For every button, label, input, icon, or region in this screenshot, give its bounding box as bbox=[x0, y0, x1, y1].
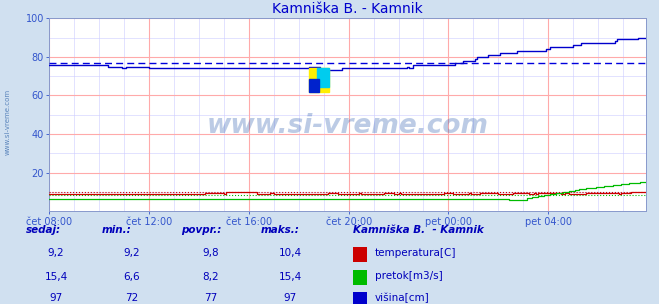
Bar bbox=[353, 270, 367, 285]
Title: Kamniška B. - Kamnik: Kamniška B. - Kamnik bbox=[272, 2, 423, 16]
Text: pretok[m3/s]: pretok[m3/s] bbox=[375, 271, 443, 281]
Text: sedaj:: sedaj: bbox=[26, 225, 61, 235]
Bar bbox=[309, 79, 320, 92]
Bar bbox=[353, 292, 367, 304]
Text: 8,2: 8,2 bbox=[202, 272, 219, 282]
Text: www.si-vreme.com: www.si-vreme.com bbox=[207, 113, 488, 139]
Text: 9,2: 9,2 bbox=[47, 248, 65, 258]
Text: 97: 97 bbox=[49, 293, 63, 303]
Bar bbox=[309, 68, 329, 92]
Text: 9,8: 9,8 bbox=[202, 248, 219, 258]
Text: 6,6: 6,6 bbox=[123, 272, 140, 282]
Text: temperatura[C]: temperatura[C] bbox=[375, 248, 457, 258]
Text: povpr.:: povpr.: bbox=[181, 225, 221, 235]
Text: 15,4: 15,4 bbox=[278, 272, 302, 282]
Bar bbox=[317, 68, 329, 87]
Bar bbox=[353, 247, 367, 261]
Text: 72: 72 bbox=[125, 293, 138, 303]
Text: višina[cm]: višina[cm] bbox=[375, 293, 430, 303]
Text: min.:: min.: bbox=[102, 225, 132, 235]
Text: 97: 97 bbox=[283, 293, 297, 303]
Text: maks.:: maks.: bbox=[260, 225, 299, 235]
Text: www.si-vreme.com: www.si-vreme.com bbox=[5, 88, 11, 155]
Text: 9,2: 9,2 bbox=[123, 248, 140, 258]
Text: 77: 77 bbox=[204, 293, 217, 303]
Text: 15,4: 15,4 bbox=[44, 272, 68, 282]
Text: Kamniška B.  - Kamnik: Kamniška B. - Kamnik bbox=[353, 225, 483, 235]
Text: 10,4: 10,4 bbox=[278, 248, 302, 258]
